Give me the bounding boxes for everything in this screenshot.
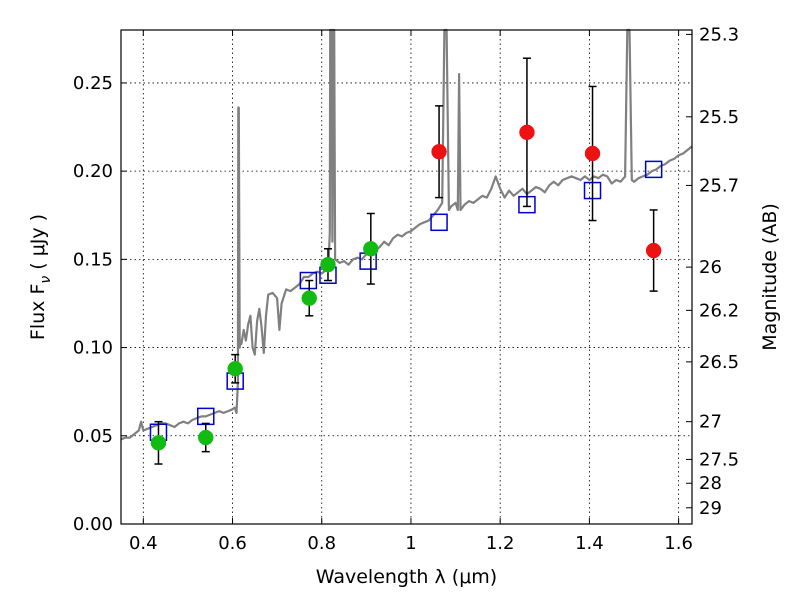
y2-tick-label: 26 (699, 257, 722, 278)
plot-frame (120, 29, 693, 525)
y-tick-label: 0.05 (73, 426, 113, 447)
series-model-photometry (149, 160, 663, 442)
y2-tick-label: 29 (699, 498, 722, 519)
y2-tick-label: 26.2 (699, 300, 739, 321)
y-tick-label: 0.15 (73, 249, 113, 270)
y2-tick-label: 25.5 (699, 107, 739, 128)
model-photometry-square (430, 213, 448, 232)
observed-flux-point (584, 145, 601, 162)
series-model-spectrum (120, 28, 693, 441)
x-tick-label: 0.4 (129, 533, 158, 554)
tick-layer: 0.4 0.6 0.8 1 1.2 1.4 1.6 0.00 0.05 0.10 0.15 0.20 0… (73, 24, 739, 554)
observed-flux-point (227, 360, 243, 377)
model-photometry-square (299, 271, 318, 290)
y-tick-label: 0.00 (73, 514, 113, 535)
y2-tick-label: 25.3 (699, 24, 739, 45)
y-axis-label-unit: ( μJy ) (27, 214, 49, 276)
observed-flux-point (301, 290, 318, 306)
x-tick-label: 0.6 (218, 533, 247, 554)
y2-tick-label: 25.7 (699, 175, 739, 196)
y-axis-label-subscript: ν (38, 276, 54, 284)
y2-axis-label: Magnitude (AB) (759, 203, 781, 351)
y2-tick-label: 28 (699, 473, 722, 494)
observed-flux-point (363, 241, 379, 257)
observed-flux-point (431, 143, 447, 160)
series-observed-near-IR (431, 57, 662, 292)
series-observed-optical (150, 212, 379, 465)
spectrum-line (120, 28, 693, 441)
y-tick-label: 0.25 (73, 73, 113, 94)
observed-flux-point (645, 242, 662, 259)
y2-tick-label: 27.5 (699, 449, 739, 470)
y-tick-label: 0.20 (73, 161, 113, 182)
x-tick-label: 1.4 (575, 533, 604, 554)
x-tick-label: 0.8 (307, 533, 336, 554)
y-axis-label-main: Flux F (27, 284, 49, 340)
x-tick-label: 1.2 (486, 533, 515, 554)
observed-flux-point (198, 429, 214, 446)
x-axis-label: Wavelength λ (μm) (316, 566, 497, 588)
observed-flux-point (150, 435, 167, 451)
observed-flux-point (320, 256, 336, 273)
data-layer (120, 28, 693, 465)
x-tick-label: 1 (405, 533, 416, 554)
y-axis-label: Flux Fν ( μJy ) (27, 214, 54, 340)
model-photometry-square (644, 160, 663, 179)
grid-layer (121, 30, 692, 524)
y2-tick-label: 27 (699, 412, 722, 433)
x-tick-label: 1.6 (664, 533, 693, 554)
y-tick-label: 0.10 (73, 338, 113, 359)
observed-flux-point (519, 124, 535, 141)
y2-tick-label: 26.5 (699, 352, 739, 373)
